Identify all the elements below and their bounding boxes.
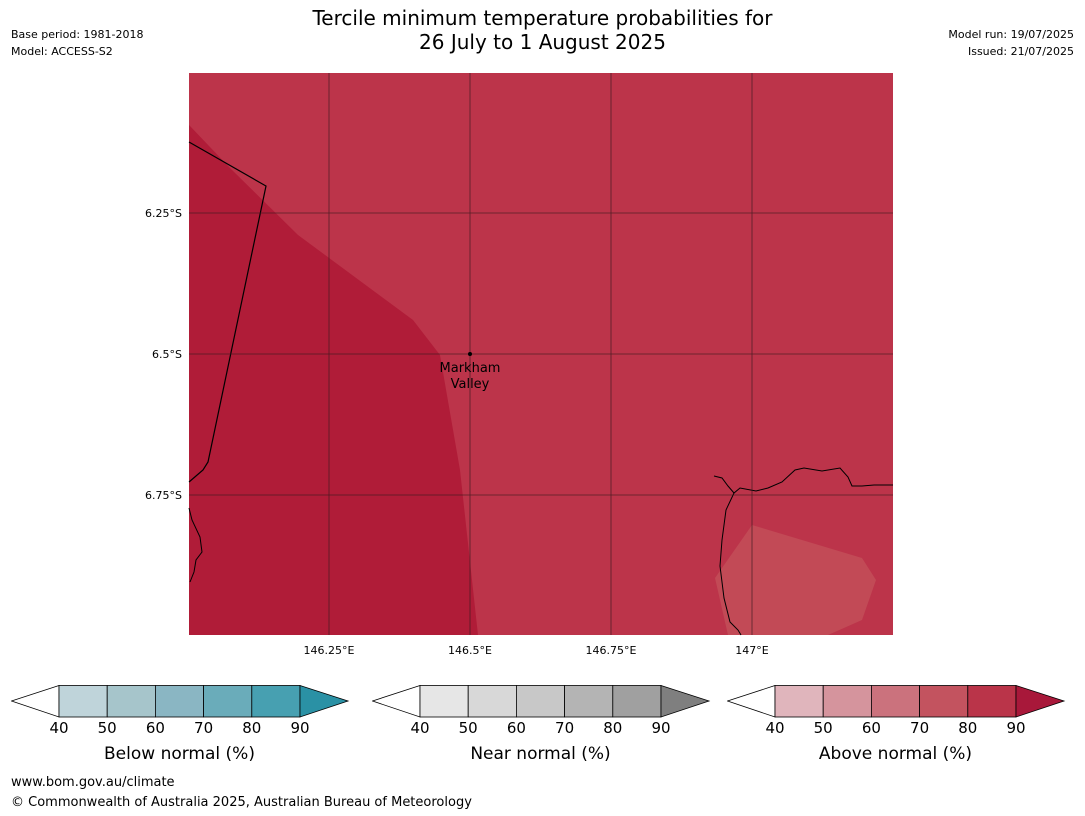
probability-zone-low xyxy=(715,525,876,635)
lon-label: 147°E xyxy=(735,644,768,657)
colorbar-segment xyxy=(467,685,517,718)
colorbar-segment xyxy=(58,685,108,718)
lat-label: 6.25°S xyxy=(145,207,182,220)
colorbar-extend-high xyxy=(299,685,350,718)
near-normal-title: Near normal (%) xyxy=(470,744,611,764)
place-label-line-1: Markham xyxy=(440,361,501,376)
colorbar-tick-label: 40 xyxy=(765,719,785,737)
lon-label: 146.5°E xyxy=(448,644,492,657)
colorbar-extend-low xyxy=(11,685,60,718)
colorbar-tick-label: 70 xyxy=(194,719,214,737)
meta-left: Base period: 1981-2018 Model: ACCESS-S2 xyxy=(11,26,143,60)
colorbar-extend-low xyxy=(727,685,776,718)
colorbar-segment xyxy=(251,685,301,718)
issued-text: Issued: 21/07/2025 xyxy=(967,45,1074,58)
colorbar-segment xyxy=(419,685,469,718)
below-normal-colorbar xyxy=(11,685,350,718)
title-line-2: 26 July to 1 August 2025 xyxy=(419,30,666,54)
colorbar-segment xyxy=(612,685,662,718)
colorbar-tick-label: 90 xyxy=(290,719,310,737)
colorbar-tick-label: 90 xyxy=(1006,719,1026,737)
below-normal-title: Below normal (%) xyxy=(104,744,255,764)
model-run-text: Model run: 19/07/2025 xyxy=(948,28,1074,41)
colorbar-tick-label: 60 xyxy=(506,719,526,737)
colorbar-tick-label: 40 xyxy=(410,719,430,737)
colorbar-segment xyxy=(822,685,872,718)
footer-url: www.bom.gov.au/climate xyxy=(11,775,175,790)
meta-right: Model run: 19/07/2025 Issued: 21/07/2025 xyxy=(948,26,1074,60)
colorbar-tick-label: 50 xyxy=(813,719,833,737)
lat-label: 6.75°S xyxy=(145,489,182,502)
colorbar-segment xyxy=(203,685,253,718)
model-text: Model: ACCESS-S2 xyxy=(11,45,113,58)
colorbar-segment xyxy=(515,685,565,718)
colorbar-segment xyxy=(870,685,920,718)
colorbar-extend-high xyxy=(1015,685,1066,718)
colorbar-tick-label: 80 xyxy=(958,719,978,737)
colorbar-segment xyxy=(154,685,204,718)
colorbar-tick-label: 80 xyxy=(242,719,262,737)
lat-label: 6.5°S xyxy=(152,348,182,361)
coastline-east xyxy=(719,492,742,636)
coastline-west xyxy=(188,507,203,583)
title-line-1: Tercile minimum temperature probabilitie… xyxy=(312,6,773,30)
near-normal-colorbar xyxy=(372,685,711,718)
colorbar-tick-label: 80 xyxy=(603,719,623,737)
colorbar-segment xyxy=(774,685,824,718)
coastline-north xyxy=(713,467,893,494)
colorbar-tick-label: 90 xyxy=(651,719,671,737)
colorbar-extend-high xyxy=(660,685,711,718)
colorbar-segment xyxy=(106,685,156,718)
above-normal-title: Above normal (%) xyxy=(818,744,973,764)
base-period-text: Base period: 1981-2018 xyxy=(11,28,144,41)
colorbar-segment xyxy=(967,685,1017,718)
probability-zone-high xyxy=(189,125,478,635)
colorbar-tick-label: 70 xyxy=(555,719,575,737)
place-label-line-2: Valley xyxy=(451,377,490,392)
border-line xyxy=(188,141,267,483)
colorbar-segment xyxy=(919,685,969,718)
footer-copyright: © Commonwealth of Australia 2025, Austra… xyxy=(11,795,472,810)
chart-title: Tercile minimum temperature probabilitie… xyxy=(0,6,1085,54)
colorbar-tick-label: 50 xyxy=(97,719,117,737)
above-normal-colorbar xyxy=(727,685,1066,718)
colorbar-extend-low xyxy=(372,685,421,718)
colorbar-tick-label: 60 xyxy=(145,719,165,737)
colorbar-segment xyxy=(564,685,614,718)
location-marker-icon xyxy=(468,352,472,356)
colorbar-tick-label: 50 xyxy=(458,719,478,737)
graticule xyxy=(189,73,893,635)
colorbar-tick-label: 70 xyxy=(910,719,930,737)
lon-label: 146.75°E xyxy=(586,644,637,657)
colorbar-tick-label: 60 xyxy=(861,719,881,737)
colorbar-tick-label: 40 xyxy=(49,719,69,737)
lon-label: 146.25°E xyxy=(304,644,355,657)
